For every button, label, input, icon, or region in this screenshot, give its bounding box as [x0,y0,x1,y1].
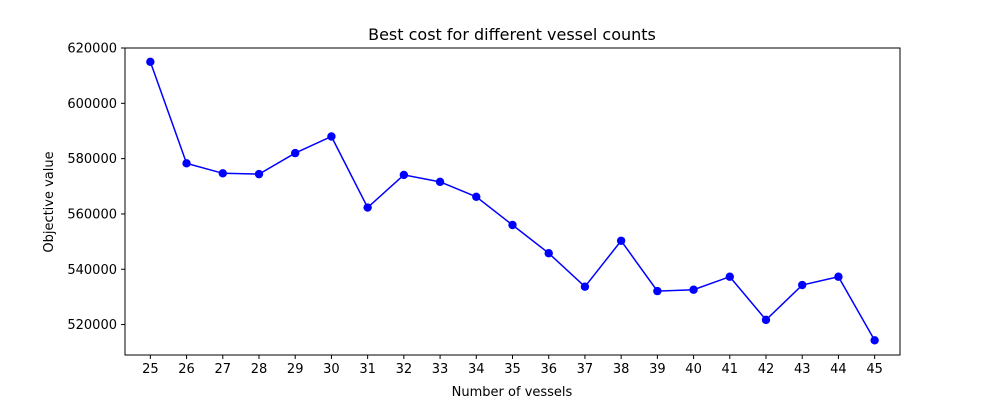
x-tick-label: 39 [649,362,666,377]
y-tick-label: 560000 [67,207,117,222]
y-tick-label: 620000 [67,42,117,57]
y-axis-title: Objective value [42,151,57,252]
x-tick-label: 27 [215,362,232,377]
x-tick-label: 38 [613,362,630,377]
x-tick-label: 30 [323,362,340,377]
x-tick-label: 41 [722,362,739,377]
data-point [472,192,481,201]
data-point [616,236,626,245]
x-tick-label: 26 [178,362,195,377]
x-tick-label: 34 [468,362,485,377]
data-point [399,170,409,180]
data-point [580,282,590,291]
x-tick-label: 28 [251,362,268,377]
data-point [363,203,372,212]
y-tick-label: 580000 [67,152,117,167]
y-tick-label: 600000 [67,97,117,112]
x-tick-label: 36 [540,362,557,377]
data-point [689,285,698,294]
data-point [146,57,155,67]
x-tick-label: 33 [432,362,449,377]
x-tick-label: 31 [359,362,376,377]
data-point [291,148,300,158]
x-tick-label: 32 [396,362,413,377]
data-point [327,132,336,141]
data-point [834,272,843,281]
data-point [870,336,879,345]
x-tick-label: 44 [830,362,847,377]
data-point [798,280,807,290]
data-point [508,220,517,230]
x-tick-label: 40 [685,362,702,377]
x-tick-label: 43 [794,362,811,377]
x-tick-label: 42 [758,362,775,377]
data-point [254,169,264,179]
x-tick-label: 25 [142,362,159,377]
plot-area [124,47,901,356]
x-axis-title: Number of vessels [452,385,573,400]
x-tick-label: 45 [866,362,883,377]
x-tick-label: 29 [287,362,304,377]
y-axis: 520000 540000 560000 580000 600000 620000 [67,42,125,333]
x-tick-label: 35 [504,362,521,377]
data-point [435,177,445,187]
data-point [544,249,553,258]
data-point [653,286,662,296]
x-tick-label: 37 [577,362,594,377]
data-point [725,272,734,281]
data-point [218,169,227,178]
x-axis: 25 26 27 28 29 30 31 32 33 34 35 36 37 38 39 40 41 42 43 44… [142,355,883,377]
chart-title: Best cost for different vessel counts [368,25,656,44]
y-tick-label: 520000 [67,318,117,333]
data-point [182,159,191,168]
y-tick-label: 540000 [67,263,117,278]
data-point [761,315,771,325]
